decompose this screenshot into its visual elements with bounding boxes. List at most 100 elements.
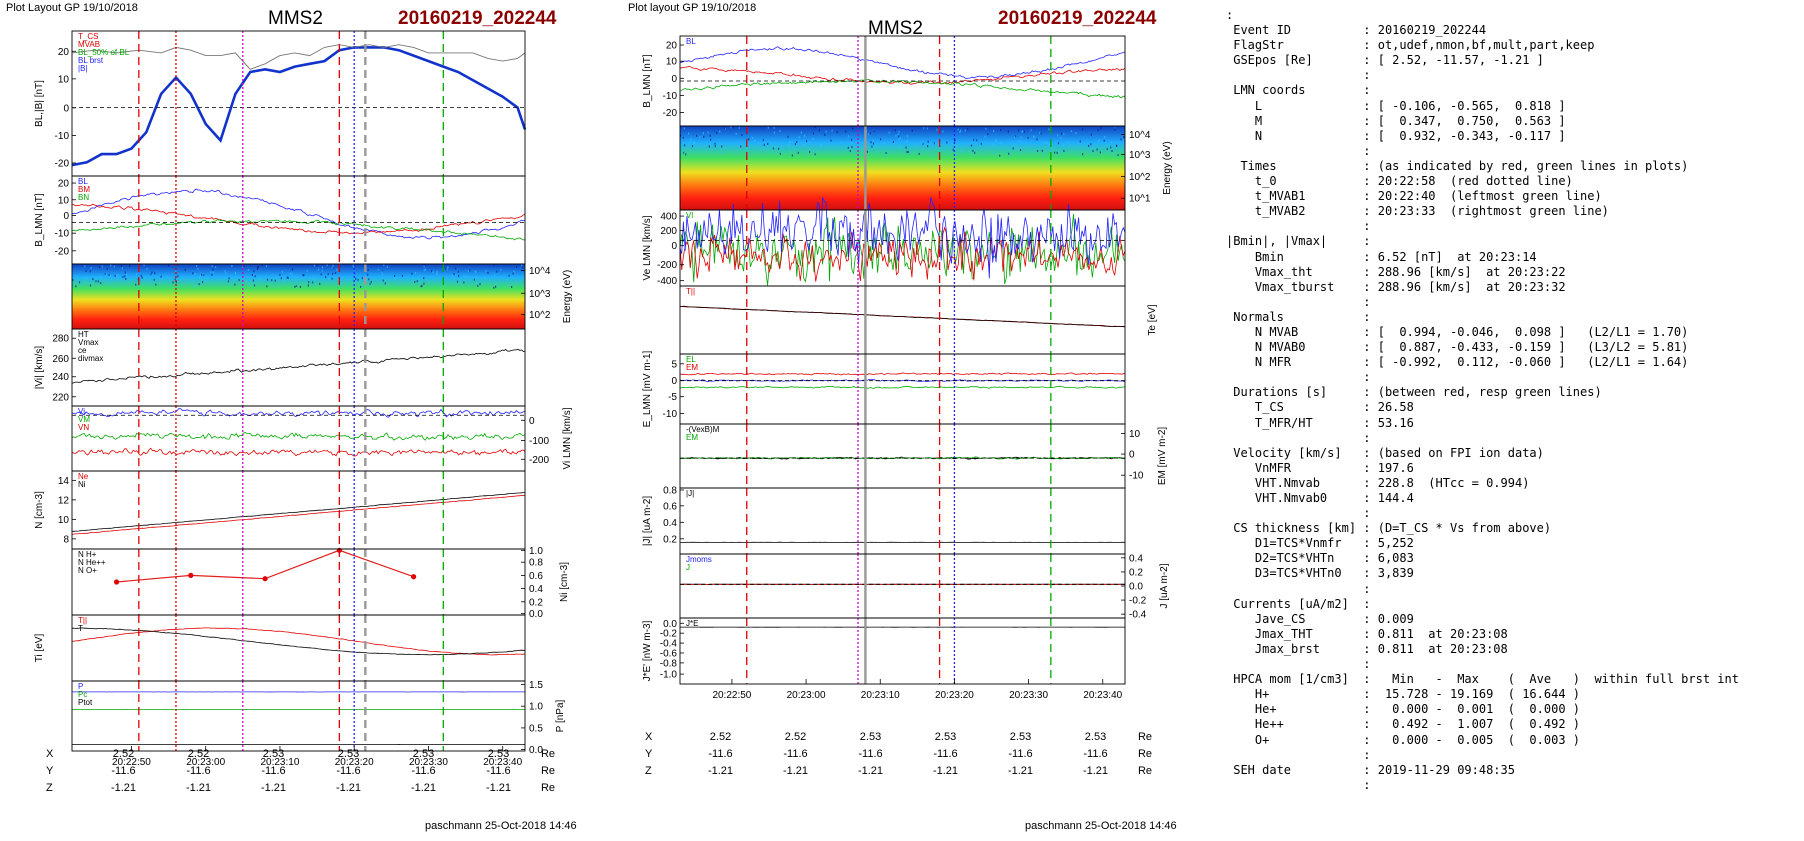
ytick-jlmn-4: -0.4 [1129, 610, 1147, 621]
coord-value-y-3: -11.6 [933, 747, 958, 760]
legend-ti-1: T [78, 624, 83, 633]
legend-bl-2: BL_50% of BL [78, 48, 130, 57]
legend-n-1: Ni [78, 480, 86, 489]
ytick-p-0: 1.5 [529, 680, 543, 691]
ytick-e-3: -10 [663, 409, 678, 420]
coord-value-z-1: -1.21 [185, 781, 212, 794]
coord-value-x-2: 2.53 [262, 747, 285, 760]
coords-left-table: X 2.52 2.52 2.53 2.53 2.53 2.53 Re Y -11.6 -11.6 -1… [46, 745, 560, 796]
legend-bl-3: BL brst [78, 56, 104, 65]
ylabel-e: E_LMN [mV m-1] [642, 350, 653, 427]
legend-je-0: J*E [686, 619, 698, 628]
ytick-j-0: 0.8 [663, 485, 677, 496]
ytick-hp-0: 1.0 [529, 546, 543, 557]
legend-em-0: -(VexB)M [686, 425, 720, 434]
ylabel-spec: Energy (eV) [562, 270, 573, 323]
legend-te-0: T|| [686, 287, 695, 296]
legend-ti-0: T|| [78, 616, 87, 625]
ylabel-spec2: Energy (eV) [1162, 141, 1173, 194]
ytick-em-2: -10 [1129, 471, 1144, 482]
layout-label-left: Plot Layout GP 19/10/2018 [6, 2, 138, 14]
coord-row-y: Y -11.6 -11.6 -11.6 -11.6 -11.6 -11.6 Re [645, 745, 1157, 762]
panel-te: Te [eV] T|| [679, 285, 1158, 355]
legend-hp-2: N O+ [78, 566, 97, 575]
ytick-jlmn-3: -0.2 [1129, 596, 1147, 607]
trace-blmn-0 [71, 188, 525, 240]
coord-value-z-4: -1.21 [410, 781, 437, 794]
frame-je [679, 617, 1126, 685]
ytick-bl-2: 0 [63, 103, 69, 114]
panel-b2: 20 10 0 -10 -20 B_LMN [nT] BL [642, 35, 1126, 127]
xtick-left-svg-0: 20:22:50 [112, 757, 151, 768]
ylabel-ve: Ve LMN [km/s] [642, 215, 653, 280]
legend-em-1: EM [686, 433, 698, 442]
legend-p-1: Pc [78, 690, 87, 699]
coord-value-y-0: -11.6 [111, 764, 136, 777]
legend-blmn-0: BL [78, 177, 88, 186]
trace-em-0 [680, 456, 1126, 460]
trace-vil-1 [71, 432, 526, 441]
legend-blmn-1: BM [78, 185, 90, 194]
ytick-spec-0: 10^4 [529, 266, 551, 277]
ytick-ve-1: 200 [660, 226, 677, 237]
coord-value-z-4: -1.21 [1007, 764, 1034, 777]
ytick-jlmn-2: 0.0 [1129, 582, 1143, 593]
legend-j-0: |J| [686, 489, 694, 498]
coord-label-z: Z [645, 764, 652, 777]
coord-value-x-5: 2.53 [1084, 730, 1107, 743]
ytick-j-1: 0.6 [663, 501, 677, 512]
coords-mid-table: X 2.52 2.52 2.53 2.53 2.53 2.53 Re Y -11.6 -11.6 -1… [645, 728, 1157, 779]
xtick-left-svg-2: 20:23:10 [260, 757, 299, 768]
middle-plot-stack: 20 10 0 -10 -20 B_LMN [nT] BL 10^4 10^3 10^2 10^1 E… [600, 26, 1200, 756]
coord-label-z: Z [46, 781, 53, 794]
xtick-left-svg-4: 20:23:30 [409, 757, 448, 768]
layout-label-mid: Plot layout GP 19/10/2018 [628, 2, 757, 14]
ylabel-te: Te [eV] [1147, 304, 1158, 335]
ytick-spec-1: 10^3 [529, 289, 551, 300]
coord-value-z-3: -1.21 [932, 764, 959, 777]
xtick-mid-svg-5: 20:23:40 [1083, 690, 1122, 701]
panel-spec: 10^4 10^3 10^2 Energy (eV) [71, 263, 573, 330]
left-plot-stack: 20 10 0 -10 -20 BL,|B| [nT] T_CS MVAB BL_50% of … [0, 26, 600, 768]
middle-chart-svg: 20 10 0 -10 -20 B_LMN [nT] BL 10^4 10^3 10^2 10^1 E… [642, 35, 1173, 701]
coord-row-x: X 2.52 2.52 2.53 2.53 2.53 2.53 Re [46, 745, 560, 762]
ytick-n-0: 14 [58, 476, 70, 487]
legend-bl-0: T_CS [78, 32, 98, 41]
legend-b2-0: BL [686, 37, 696, 46]
trace-ti-0 [71, 627, 526, 656]
coord-value-y-5: -11.6 [486, 764, 511, 777]
ytick-spec2-0: 10^4 [1129, 130, 1151, 141]
ytick-je-4: -0.8 [660, 658, 678, 669]
xtick-left-svg-1: 20:23:00 [186, 757, 225, 768]
ytick-b2-0: 20 [666, 41, 678, 52]
coord-value-x-4: 2.53 [1009, 730, 1032, 743]
ytick-p-1: 1.0 [529, 702, 543, 713]
ytick-vi-3: 220 [52, 392, 69, 403]
ytick-j-2: 0.4 [663, 518, 677, 529]
marker-hp-1 [188, 572, 194, 579]
trace-n-0 [71, 495, 526, 535]
ytick-hp-3: 0.4 [529, 584, 543, 595]
trace-ve-2 [679, 196, 1126, 279]
legend-vi-1: Vmax [78, 338, 98, 347]
panel-em: 10 0 -10 EM [mV m-2] -(VexB)MEM [679, 423, 1168, 489]
ytick-blmn-1: 10 [58, 195, 70, 206]
coord-unit-y: Re [1137, 747, 1153, 760]
ytick-em-1: 0 [1129, 450, 1135, 461]
xtick-mid-svg-1: 20:23:00 [787, 690, 826, 701]
ytick-hp-1: 0.8 [529, 558, 543, 569]
coord-unit-z: Re [1137, 764, 1153, 777]
coord-value-x-0: 2.52 [112, 747, 135, 760]
coord-label-y: Y [46, 764, 54, 777]
legend-jlmn-0: Jmoms [686, 555, 712, 564]
ytick-b2-1: 10 [666, 57, 678, 68]
coord-value-z-2: -1.21 [857, 764, 884, 777]
ytick-vil-1: -100 [529, 436, 549, 447]
